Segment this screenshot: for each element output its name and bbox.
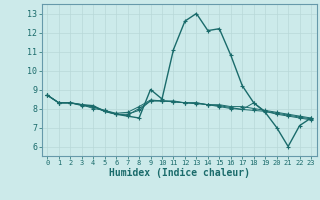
X-axis label: Humidex (Indice chaleur): Humidex (Indice chaleur) [109, 168, 250, 178]
